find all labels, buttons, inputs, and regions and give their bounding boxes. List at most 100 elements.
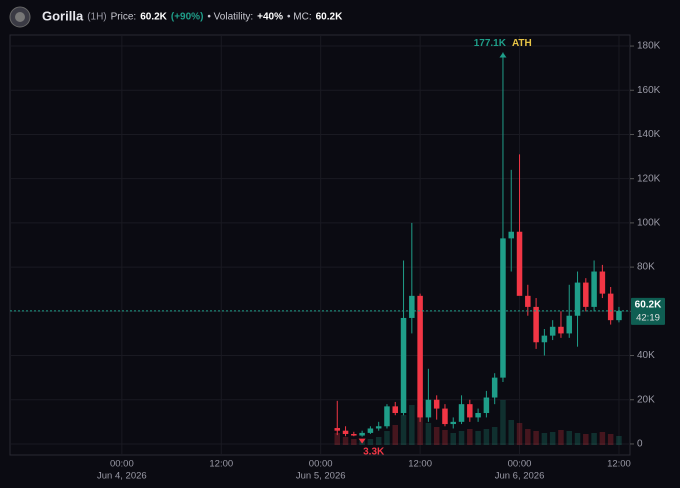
candle-body	[384, 406, 390, 427]
plot-frame	[9, 34, 631, 456]
volume-bar	[400, 415, 407, 445]
candle-body	[417, 295, 423, 418]
volume-bar	[425, 423, 432, 445]
candle-body	[549, 326, 556, 336]
candle-body	[450, 421, 457, 425]
volume-bar	[384, 431, 390, 445]
x-tick-label: 12:00	[408, 459, 432, 470]
candle-body	[533, 306, 539, 343]
volume-bar	[508, 420, 514, 445]
candle-body	[599, 271, 606, 294]
volume-bar	[491, 427, 498, 445]
header-price-label: Price:	[111, 12, 137, 23]
volume-bar	[458, 431, 465, 445]
x-tick-date: Jun 4, 2026	[97, 471, 147, 482]
candle-body	[392, 406, 399, 413]
volume-bar	[541, 433, 548, 445]
y-tick-label: 180K	[637, 41, 661, 52]
ath-value: 177.1K	[474, 38, 507, 49]
volume-bar	[558, 430, 564, 445]
volume-bar	[574, 433, 581, 445]
candle-body	[359, 432, 365, 436]
ath-tag: ATH	[512, 38, 532, 49]
volume-bar	[533, 431, 539, 445]
low-value: 3.3K	[363, 446, 385, 457]
volume-bar	[616, 436, 622, 445]
candle-body	[508, 231, 514, 239]
header-volatility-label: • Volatility:	[207, 12, 253, 23]
y-tick-label: 80K	[637, 262, 655, 273]
header-volatility: +40%	[257, 12, 283, 23]
y-tick-label: 0	[637, 439, 643, 450]
x-tick-label: 00:00	[309, 459, 333, 470]
volume-bar	[475, 431, 481, 445]
volume-bar	[566, 431, 572, 445]
volume-bar	[525, 429, 531, 445]
header-price: 60.2K	[140, 12, 167, 23]
volume-bar	[442, 430, 448, 445]
candle-body	[516, 231, 523, 296]
volume-bar	[433, 427, 440, 445]
x-tick-label: 12:00	[607, 459, 631, 470]
candle-body	[525, 295, 531, 307]
volume-bar	[516, 423, 523, 445]
candle-body	[458, 404, 465, 422]
volume-bar	[549, 432, 556, 445]
candle-body	[574, 282, 581, 316]
volume-bar	[375, 437, 382, 445]
y-tick-label: 20K	[637, 394, 655, 405]
candle-body	[591, 271, 597, 307]
candle-body	[616, 310, 622, 321]
candle-body	[367, 428, 374, 433]
candle-body	[442, 408, 448, 425]
volume-bar	[607, 434, 614, 445]
candle-body	[425, 399, 432, 418]
volume-bar	[334, 433, 341, 445]
candle-body	[409, 295, 415, 318]
ath-arrow	[499, 52, 507, 58]
volume-bar	[467, 429, 473, 445]
candle-body	[351, 434, 357, 436]
volume-bar	[450, 433, 457, 445]
volume-bar	[483, 429, 490, 445]
token-name: Gorilla	[42, 8, 84, 23]
x-tick-label: 12:00	[209, 459, 233, 470]
candle-body	[400, 317, 407, 413]
volume-bar	[367, 439, 374, 445]
x-tick-date: Jun 6, 2026	[495, 471, 545, 482]
x-tick-label: 00:00	[508, 459, 532, 470]
x-tick-label: 00:00	[110, 459, 134, 470]
candle-body	[334, 428, 341, 431]
volume-bar	[417, 407, 423, 445]
candle-body	[375, 426, 382, 429]
volume-bar	[599, 432, 606, 445]
candle-body	[583, 282, 589, 307]
x-tick-date: Jun 5, 2026	[296, 471, 346, 482]
candle-body	[607, 293, 614, 321]
price-tag-value: 60.2K	[635, 300, 662, 311]
price-tag	[631, 297, 665, 325]
candle-body	[467, 404, 473, 418]
candle-body	[541, 335, 548, 343]
candle-body	[500, 238, 506, 378]
volume-bar	[409, 405, 415, 445]
header-mc-label: • MC:	[287, 12, 312, 23]
candle-body	[491, 377, 498, 398]
volume-bar	[351, 439, 357, 445]
volume-bar	[591, 433, 597, 445]
candle-body	[475, 413, 481, 418]
y-tick-label: 40K	[637, 350, 655, 361]
candle-body	[433, 399, 440, 409]
candle-body	[483, 397, 490, 413]
volume-bar	[342, 437, 349, 445]
token-icon-inner	[15, 12, 25, 22]
volume-bar	[500, 400, 506, 445]
y-tick-label: 140K	[637, 129, 661, 140]
y-tick-label: 160K	[637, 85, 661, 96]
candle-body	[342, 430, 349, 434]
volume-bar	[392, 425, 399, 445]
candle-body	[566, 315, 572, 334]
header-mc: 60.2K	[316, 12, 343, 23]
